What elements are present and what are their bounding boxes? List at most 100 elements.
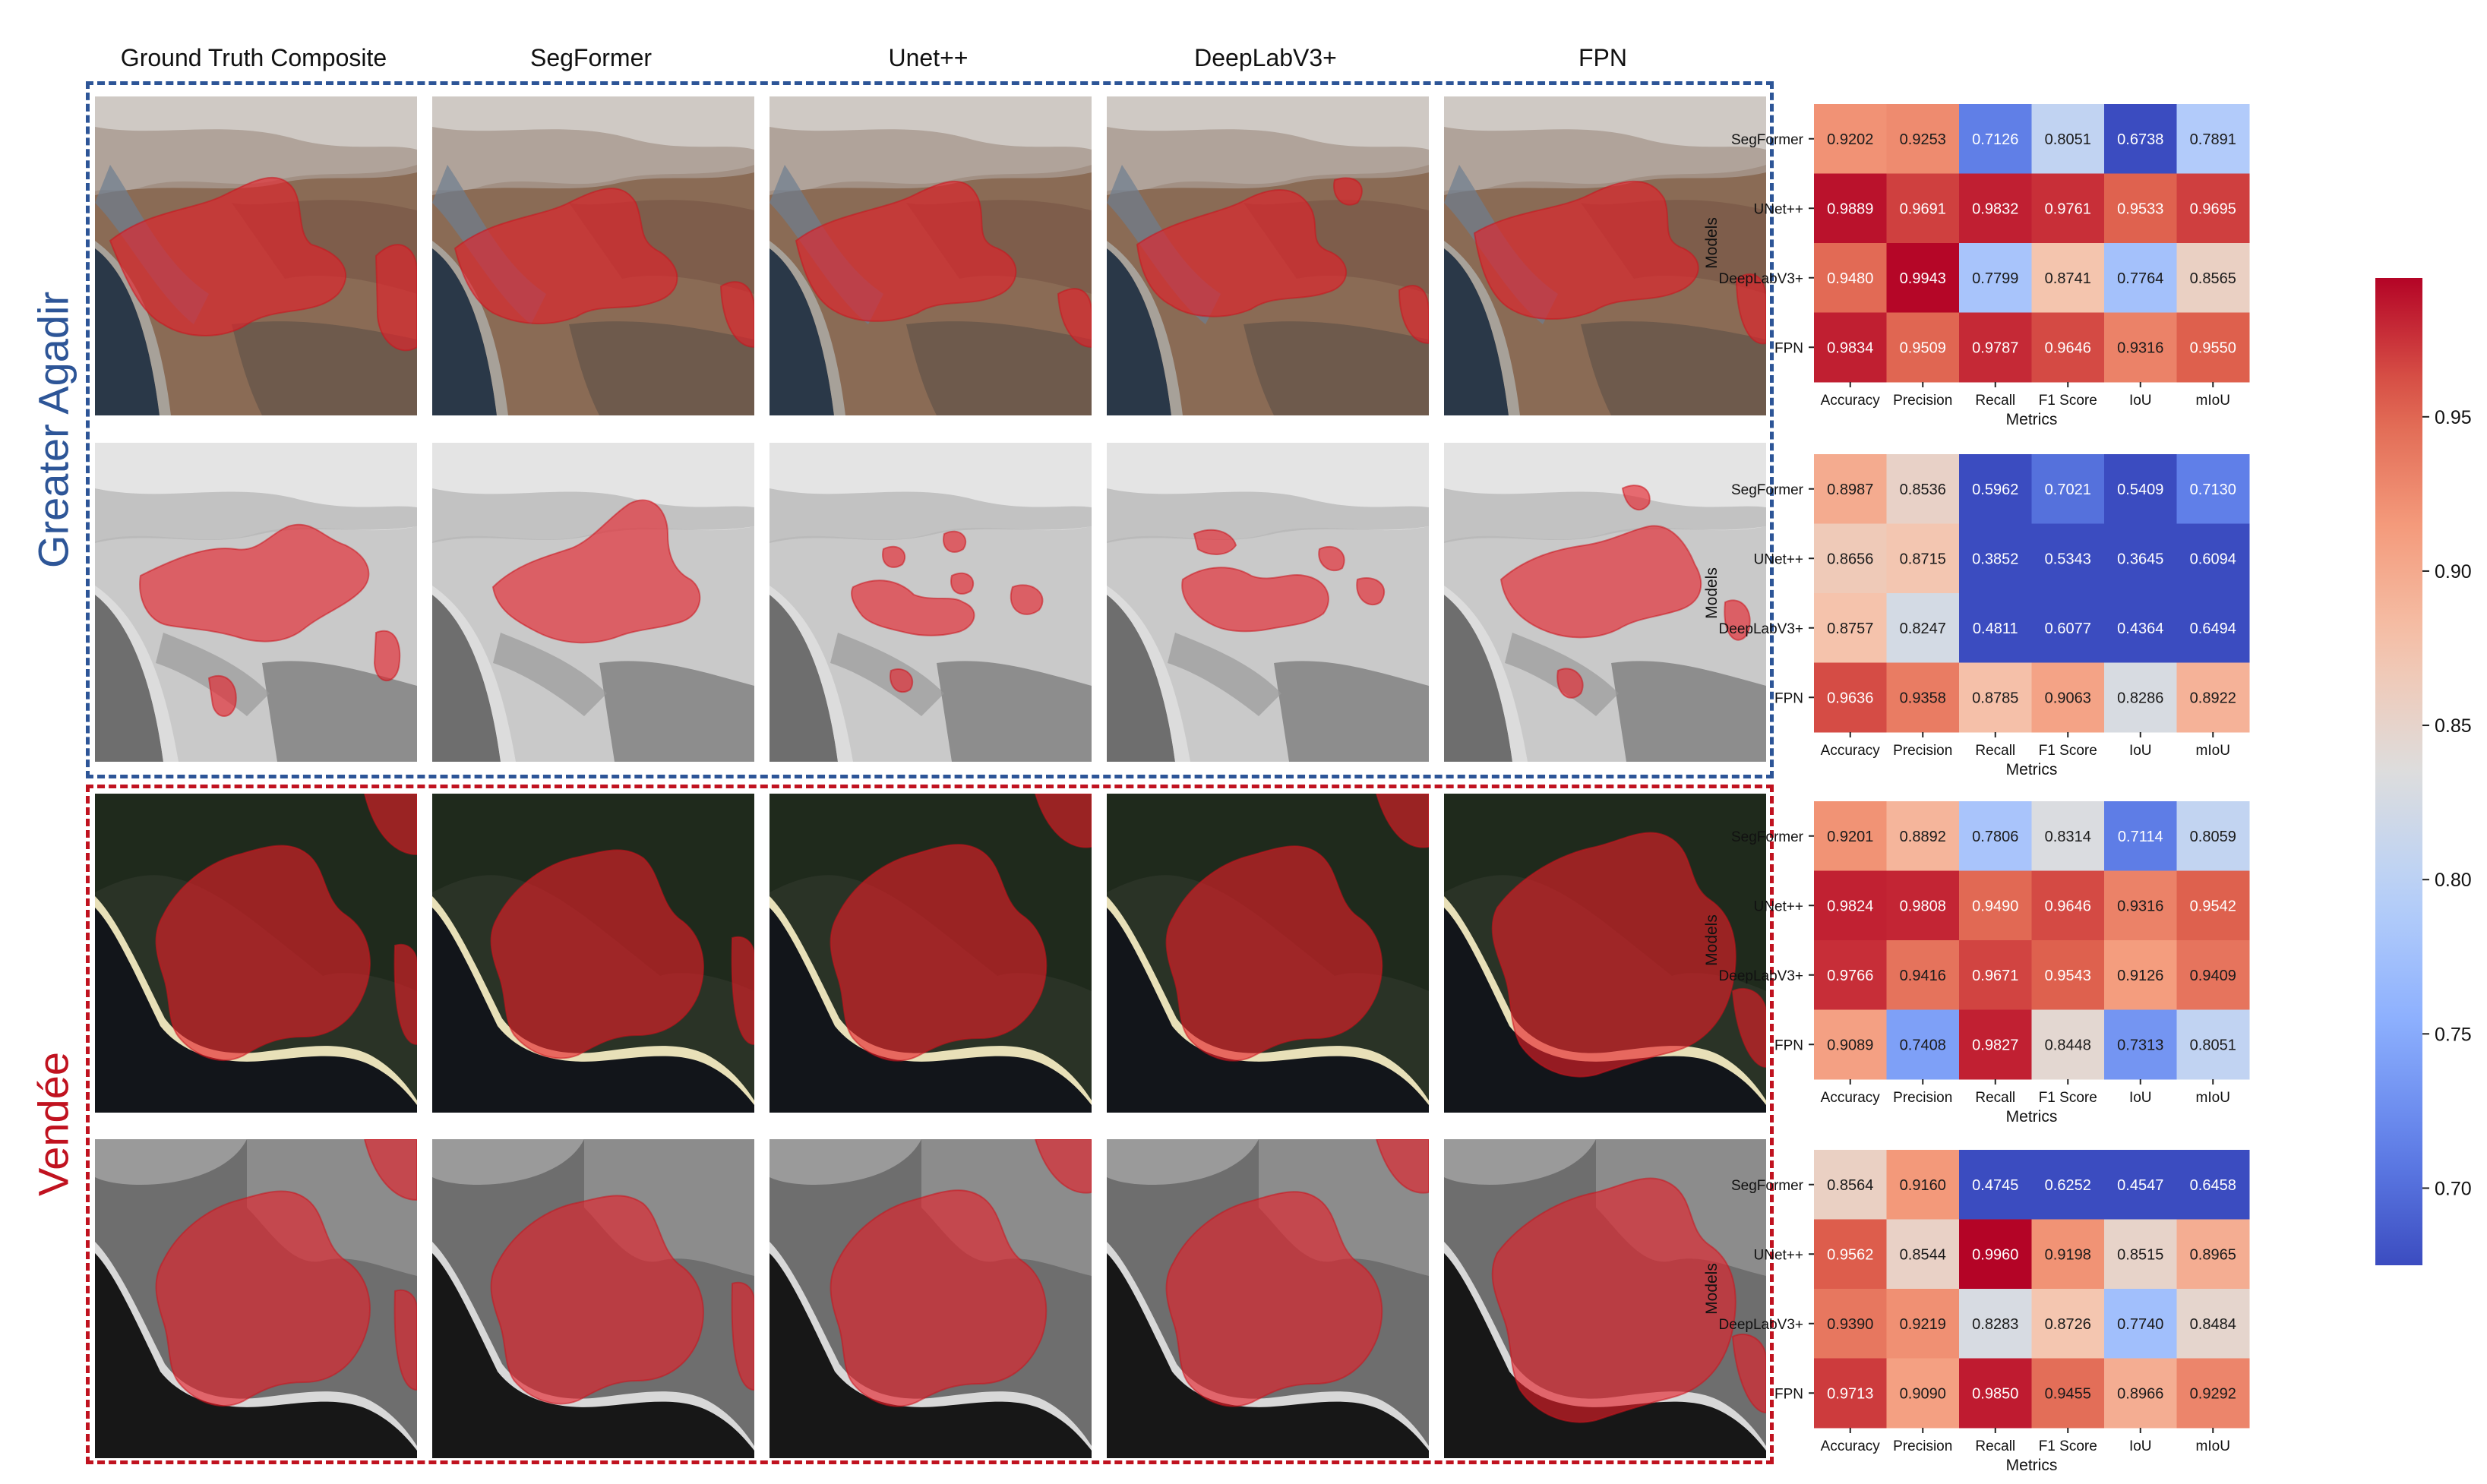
heatmap-cell — [2031, 454, 2105, 524]
heatmap-value-label: 0.9787 — [1972, 339, 2018, 356]
heatmap-cell — [1814, 104, 1887, 174]
heatmap-cell — [2176, 1150, 2250, 1220]
column-header-deeplabv3: DeepLabV3+ — [1194, 44, 1337, 71]
heatmap-value-label: 0.9562 — [1827, 1246, 1873, 1263]
burn-area-mask — [795, 180, 1017, 322]
heatmap-cell — [1814, 1219, 1887, 1290]
heatmap-value-label: 0.8757 — [1827, 620, 1873, 637]
heatmap-cell — [2104, 523, 2177, 594]
heatmap-cell — [2104, 1009, 2177, 1080]
heatmap-cell — [2176, 1289, 2250, 1359]
heatmap-cell — [1959, 1219, 2032, 1290]
image-tile-vendee-color-col3 — [769, 794, 1092, 1113]
heatmap-cell — [1959, 104, 2032, 174]
heatmap-cell — [1886, 870, 1960, 941]
burn-area-mask — [1318, 545, 1345, 572]
heatmap-cell — [2031, 1150, 2105, 1220]
burn-area-mask — [491, 499, 701, 644]
heatmap-row-label: FPN — [1774, 690, 1803, 706]
burn-area-mask — [890, 668, 914, 693]
burn-area-mask — [1735, 273, 1766, 345]
heatmap-cell — [2176, 454, 2250, 524]
heatmap-value-label: 0.9219 — [1900, 1316, 1946, 1333]
metrics-heatmap: 0.9202 0.9253 0.7126 0.8051 0.6738 0.7891 0.98… — [1703, 104, 2250, 428]
heatmap-value-label: 0.9533 — [2117, 200, 2163, 217]
heatmap-column-label: Accuracy — [1821, 393, 1881, 409]
burn-area-mask — [1356, 577, 1386, 606]
heatmap-cell — [2104, 312, 2177, 383]
heatmap-cell — [2176, 801, 2250, 871]
image-tile-vendee-gray-col3 — [769, 1139, 1092, 1458]
burn-area-mask — [830, 1189, 1048, 1407]
burn-area-mask — [950, 572, 975, 595]
heatmap-cell — [2031, 104, 2105, 174]
burn-area-mask — [109, 176, 347, 336]
image-tile-agadir-color-col1 — [95, 96, 417, 415]
region-label-greater-agadir: Greater Agadir — [29, 291, 77, 569]
heatmap-cell — [1814, 1289, 1887, 1359]
heatmap-value-label: 0.4364 — [2117, 620, 2163, 637]
heatmap-column-label: mIoU — [2196, 743, 2230, 759]
heatmap-cell — [2176, 104, 2250, 174]
heatmap-value-label: 0.9636 — [1827, 690, 1873, 706]
heatmap-cell — [2104, 454, 2177, 524]
heatmap-value-label: 0.9201 — [1827, 829, 1873, 845]
heatmap-row-label: FPN — [1774, 1386, 1803, 1402]
burn-area-mask — [363, 1139, 417, 1201]
heatmap-column-label: Recall — [1975, 1438, 2015, 1454]
heatmap-cell — [1959, 454, 2032, 524]
image-tile-agadir-gray-col2 — [432, 443, 754, 762]
heatmap-value-label: 0.8544 — [1900, 1246, 1946, 1263]
heatmap-cell — [2104, 1289, 2177, 1359]
heatmap-cell — [2104, 940, 2177, 1010]
heatmap-cell — [2176, 173, 2250, 244]
heatmap-value-label: 0.8785 — [1972, 690, 2018, 706]
burn-area-mask — [1034, 794, 1092, 848]
burn-area-mask — [1165, 845, 1383, 1062]
colorbar-tick-label: 0.95 — [2435, 407, 2472, 428]
heatmap-cell — [2031, 312, 2105, 383]
image-tile-vendee-color-col5 — [1444, 794, 1766, 1113]
heatmap-value-label: 0.9253 — [1900, 131, 1946, 148]
heatmap-value-label: 0.7130 — [2190, 482, 2236, 498]
region-frame-vendee — [86, 785, 1774, 1464]
burn-area-mask — [393, 1289, 417, 1391]
image-tile-agadir-color-col5 — [1444, 96, 1766, 415]
burn-area-mask — [1491, 832, 1736, 1078]
heatmap-cell — [2176, 870, 2250, 941]
burn-area-mask — [374, 244, 417, 352]
heatmap-cell — [1959, 1289, 2032, 1359]
heatmap-x-axis-label: Metrics — [2006, 761, 2058, 778]
burn-area-mask — [1731, 987, 1766, 1069]
heatmap-cell — [1959, 1150, 2032, 1220]
heatmap-value-label: 0.9316 — [2117, 339, 2163, 356]
heatmap-value-label: 0.9543 — [2045, 968, 2091, 984]
heatmap-cell — [2031, 1289, 2105, 1359]
heatmap-value-label: 0.7021 — [2045, 482, 2091, 498]
heatmap-column-label: Recall — [1975, 1090, 2015, 1106]
heatmap-column-label: Accuracy — [1821, 1090, 1881, 1106]
heatmap-value-label: 0.9889 — [1827, 200, 1873, 217]
region-label-vendee: Vendée — [29, 1052, 77, 1196]
heatmap-cell — [2031, 801, 2105, 871]
heatmap-value-label: 0.7799 — [1972, 270, 2018, 287]
heatmap-value-label: 0.9409 — [2190, 968, 2236, 984]
heatmap-cell — [2176, 1358, 2250, 1429]
heatmap-cell — [2031, 1219, 2105, 1290]
burn-area-mask — [1499, 525, 1702, 639]
colorbar-tick-label: 0.70 — [2435, 1178, 2472, 1199]
heatmap-value-label: 0.9416 — [1900, 968, 1946, 984]
heatmap-cell — [1814, 454, 1887, 524]
heatmap-cell — [2176, 523, 2250, 594]
heatmap-cell — [1814, 593, 1887, 663]
column-header-segformer: SegFormer — [529, 44, 653, 71]
burn-area-mask — [1010, 584, 1044, 615]
burn-area-mask — [1057, 288, 1092, 349]
heatmap-cell — [2176, 1219, 2250, 1290]
burn-area-mask — [1375, 794, 1429, 848]
heatmap-cell — [2104, 801, 2177, 871]
heatmap-cell — [1814, 1358, 1887, 1429]
heatmap-value-label: 0.9671 — [1972, 968, 2018, 984]
burn-area-mask — [490, 849, 704, 1059]
heatmap-cell — [1886, 173, 1960, 244]
